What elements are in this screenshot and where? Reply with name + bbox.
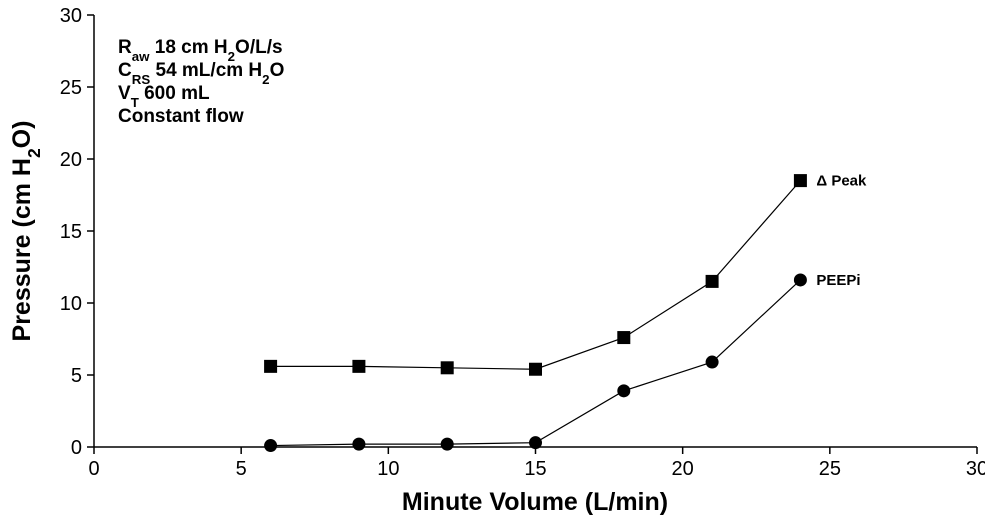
x-tick-label: 15 [524,458,546,480]
annotation: VT 600 mL [118,83,210,110]
y-axis-label: Pressure (cm H2O) [8,121,44,342]
text-run: 54 mL/cm H [150,60,262,81]
text-run: V [118,83,131,104]
marker [440,361,454,375]
series-line [270,180,801,370]
text-run: O [270,60,285,81]
text-run: 18 cm H [149,37,227,58]
x-axis-label: Minute Volume (L/min) [402,488,668,516]
y-tick-label: 10 [60,293,82,315]
marker [264,439,278,453]
subscript: 2 [24,148,44,158]
text-run: O/L/s [235,37,283,58]
series-label: Δ Peak [816,173,867,190]
y-tick-label: 5 [71,365,82,387]
y-tick-label: 20 [60,149,82,171]
marker [352,359,366,373]
text-run: 600 mL [139,83,210,104]
text-run: Constant flow [118,106,244,127]
marker [705,274,719,288]
annotation: Constant flow [118,106,244,127]
text-run: R [118,37,132,58]
y-tick-label: 15 [60,221,82,243]
marker [793,174,807,188]
subscript: aw [132,49,150,64]
text-run: O) [8,121,36,149]
subscript: RS [132,72,151,87]
x-tick-label: 5 [236,458,247,480]
annotation: Raw 18 cm H2O/L/s [118,37,283,64]
annotation: CRS 54 mL/cm H2O [118,60,284,87]
marker [529,362,542,376]
subscript: 2 [262,72,269,87]
subscript: T [131,95,139,110]
text-run: C [118,60,132,81]
x-tick-label: 0 [88,458,99,480]
y-tick-label: 0 [71,437,82,459]
x-tick-label: 20 [672,458,694,480]
subscript: 2 [228,49,235,64]
marker [617,331,631,345]
marker [617,384,631,398]
marker [440,437,454,451]
marker [529,436,542,450]
x-tick-label: 25 [819,458,841,480]
y-tick-label: 30 [60,5,82,27]
x-tick-label: 30 [966,458,985,480]
marker [352,437,366,451]
series-label: PEEPi [816,272,860,289]
marker [705,355,719,369]
marker [264,359,278,373]
y-tick-label: 25 [60,77,82,99]
x-tick-label: 10 [377,458,399,480]
marker [793,273,807,287]
text-run: Pressure (cm H [8,158,36,341]
